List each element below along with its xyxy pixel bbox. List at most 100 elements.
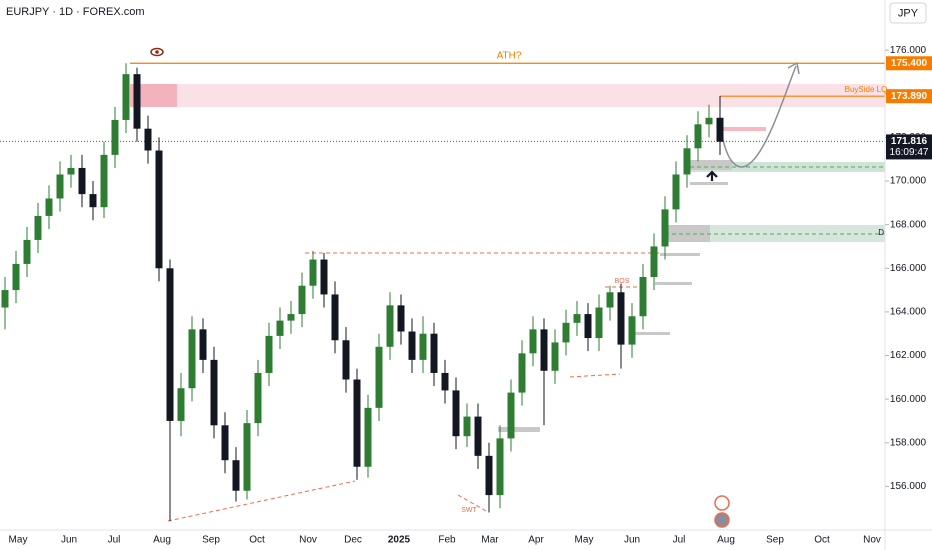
zone-marker [498,427,540,432]
candle-body [551,342,559,371]
price-tag [886,134,932,160]
candle-body [672,174,680,210]
x-tick-label: Feb [438,535,456,546]
candle-body [562,322,570,343]
candle-body [496,438,504,496]
trend-line [457,494,489,513]
candle-body [56,174,64,199]
price-tag [886,56,932,71]
candle-body [573,314,581,323]
countdown: 16:09:47 [890,147,929,158]
candle-body [199,329,207,360]
candle-body [617,292,625,345]
x-tick-label: Aug [153,535,171,546]
candle-body [683,148,691,175]
candle-body [397,305,405,332]
up-arrow [706,170,718,181]
candle-body [661,209,669,247]
candle-body [408,331,416,360]
candle-body [430,333,438,373]
x-tick-label: Nov [863,535,881,546]
candle-body [23,239,31,264]
chart-title: EURJPY · 1D · FOREX.com [6,6,145,18]
trend-line [569,373,621,378]
x-tick-label: Jun [624,535,640,546]
candle-body [463,416,471,437]
candle-body [287,314,295,321]
y-tick-label: 176.000 [890,45,927,56]
x-tick-label: Mar [481,535,499,546]
annotation: SWT [461,507,477,514]
candle-body [210,359,218,426]
y-tick-label: 170.000 [890,176,927,187]
candle-body [188,329,196,389]
zone-marker [722,127,766,131]
x-tick-label: May [9,535,28,546]
y-tick-label: 158.000 [890,437,927,448]
currency-box[interactable] [889,2,927,24]
projection-path [719,65,797,168]
candle-body [276,320,284,336]
candle-body [716,117,724,142]
candle-body [595,307,603,339]
annotation: BOS [615,278,630,285]
candle-body [309,259,317,286]
candle-body [298,285,306,315]
x-tick-label: May [575,535,594,546]
candle-body [485,455,493,496]
candle-body [100,154,108,208]
x-tick-label: Sep [202,535,220,546]
y-tick-label: 168.000 [890,219,927,230]
event-icon [714,512,730,528]
candle-body [12,263,20,291]
candle-body [606,292,614,308]
candle-body [386,305,394,347]
candle-body [342,340,350,380]
supply-zone-core [130,84,177,107]
candle-body [89,194,97,208]
candle-body [122,74,130,120]
candle-body [540,329,548,371]
price-tag-label: 171.816 [891,136,928,147]
eye-icon [155,50,159,54]
demand-zone [665,225,885,242]
candle-body [144,128,152,151]
y-tick-label: 156.000 [890,481,927,492]
zone-marker [690,182,728,185]
annotation: BuySide LQ [845,85,888,94]
candle-body [166,268,174,421]
currency: JPY [898,7,919,19]
candle-body [650,246,658,277]
price-tag-label: 175.400 [891,58,928,69]
candle-body [320,259,328,295]
candle-body [584,314,592,339]
zone-marker [655,282,692,285]
demand-zone [690,162,885,172]
order-block [690,160,732,170]
annotation: ATH? [497,51,522,62]
x-tick-label: Nov [299,535,317,546]
candle-body [78,167,86,195]
candle-body [331,294,339,341]
candle-body [364,407,372,467]
candle-body [694,124,702,149]
candle-body [177,388,185,421]
y-tick-label: 162.000 [890,350,927,361]
candle-body [1,290,9,308]
x-tick-label: Aug [717,535,735,546]
candle-body [221,425,229,461]
trend-line [167,480,356,522]
x-tick-label: Jul [108,535,121,546]
zone-marker [660,253,700,256]
y-tick-label: 166.000 [890,263,927,274]
candle-body [518,353,526,393]
x-tick-label: Apr [528,535,544,546]
candle-body [45,198,53,216]
zone-marker [635,332,670,335]
candle-body [474,416,482,456]
x-tick-label: 2025 [388,535,411,546]
candle-body [639,276,647,317]
y-tick-label: 160.000 [890,394,927,405]
candle-body [67,167,75,175]
